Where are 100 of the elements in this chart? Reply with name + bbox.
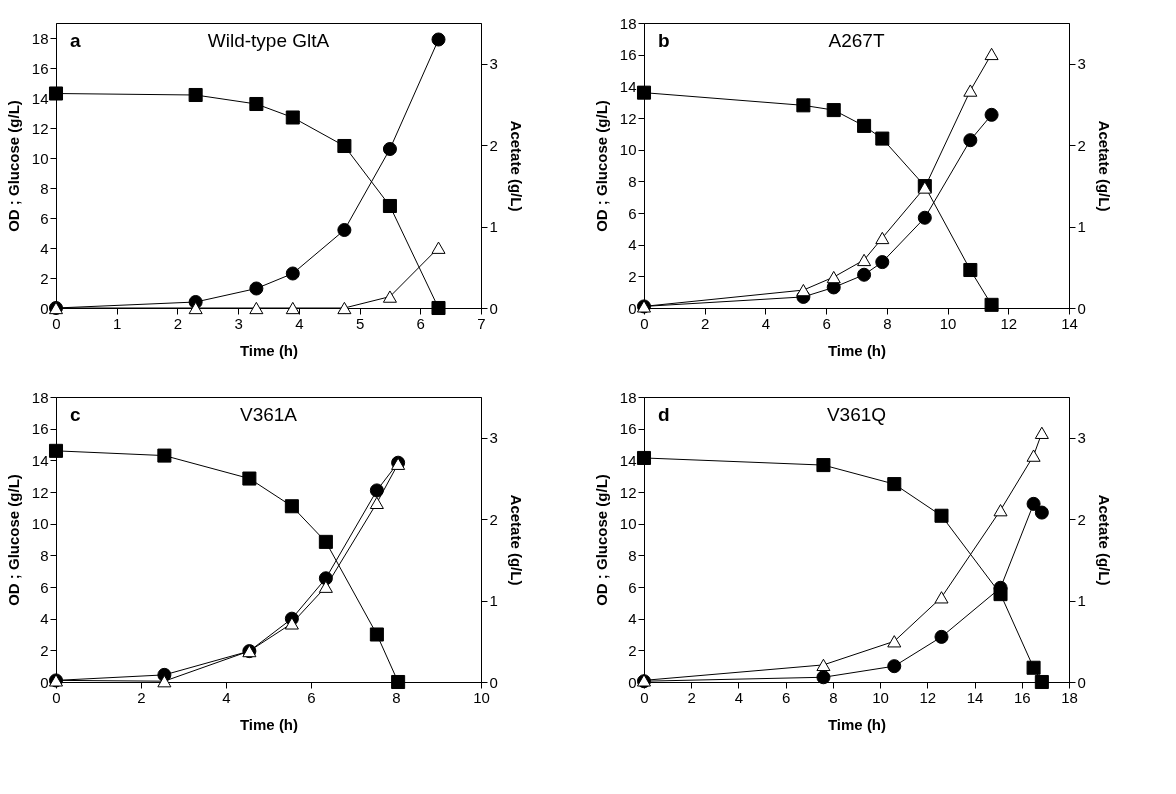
x-tick-label: 4 <box>734 688 744 706</box>
y2-axis-title: Acetate (g/L) <box>507 120 525 212</box>
x-tick-label: 6 <box>307 688 316 706</box>
y-tick-label: 2 <box>628 641 637 659</box>
y-tick-label: 16 <box>619 46 637 64</box>
y-tick-label: 8 <box>40 546 49 564</box>
y-tick-label: 8 <box>628 546 637 564</box>
y2-tick-label: 1 <box>1077 218 1086 236</box>
y-axis-title: OD ; Glucose (g/L) <box>4 474 22 606</box>
y-tick-label: 6 <box>628 204 637 222</box>
x-tick-label: 14 <box>1061 314 1078 332</box>
y2-tick-label: 0 <box>1077 299 1086 317</box>
y2-tick-label: 3 <box>489 429 498 447</box>
x-tick-label: 10 <box>872 688 889 706</box>
x-axis-title: Time (h) <box>239 341 299 359</box>
y-tick-label: 18 <box>31 29 49 47</box>
y-tick-label: 16 <box>31 59 49 77</box>
y-tick-label: 8 <box>628 172 637 190</box>
y-tick-label: 14 <box>619 451 637 469</box>
y-tick-label: 2 <box>628 267 637 285</box>
x-tick-label: 6 <box>416 314 425 332</box>
y2-tick-label: 2 <box>489 136 498 154</box>
chart-title: V361A <box>239 404 298 425</box>
x-tick-label: 3 <box>234 314 243 332</box>
y-tick-label: 0 <box>40 299 49 317</box>
y-tick-label: 2 <box>40 269 49 287</box>
x-tick-label: 6 <box>781 688 791 706</box>
y-tick-label: 12 <box>619 109 637 127</box>
x-tick-label: 0 <box>52 314 61 332</box>
y2-tick-label: 0 <box>489 299 498 317</box>
x-tick-label: 8 <box>829 688 838 706</box>
y2-tick-label: 1 <box>489 592 498 610</box>
y2-tick-label: 0 <box>1077 673 1086 691</box>
x-tick-label: 2 <box>173 314 183 332</box>
y-tick-label: 6 <box>40 578 49 596</box>
y-tick-label: 4 <box>628 236 637 254</box>
y-tick-label: 10 <box>31 515 49 533</box>
x-tick-label: 4 <box>295 314 304 332</box>
x-tick-label: 12 <box>1000 314 1018 332</box>
x-tick-label: 5 <box>355 314 365 332</box>
y-tick-label: 12 <box>31 483 49 501</box>
y-tick-label: 16 <box>619 420 637 438</box>
y-tick-label: 18 <box>31 388 49 406</box>
y2-axis-title: Acetate (g/L) <box>1095 120 1113 212</box>
x-tick-label: 1 <box>113 314 122 332</box>
x-tick-label: 0 <box>52 688 61 706</box>
x-tick-label: 6 <box>822 314 831 332</box>
annotation: d <box>658 404 670 425</box>
y2-tick-label: 3 <box>489 55 498 73</box>
x-tick-label: 8 <box>883 314 892 332</box>
x-tick-label: 10 <box>939 314 957 332</box>
y-tick-label: 0 <box>40 673 49 691</box>
y-tick-label: 10 <box>31 149 49 167</box>
y-tick-label: 10 <box>619 141 637 159</box>
x-tick-label: 14 <box>966 688 984 706</box>
y2-tick-label: 1 <box>489 218 498 236</box>
y-tick-label: 6 <box>628 578 637 596</box>
x-axis-title: Time (h) <box>827 715 887 733</box>
annotation: b <box>658 30 670 51</box>
y2-tick-label: 3 <box>1077 429 1086 447</box>
y2-tick-label: 2 <box>1077 510 1086 528</box>
x-tick-label: 16 <box>1013 688 1031 706</box>
y-axis-title: OD ; Glucose (g/L) <box>592 100 610 232</box>
y-axis-title: OD ; Glucose (g/L) <box>592 474 610 606</box>
x-tick-label: 4 <box>761 314 771 332</box>
y-tick-label: 14 <box>31 451 49 469</box>
annotation: c <box>70 404 81 425</box>
y-tick-label: 12 <box>619 483 637 501</box>
y-tick-label: 10 <box>619 515 637 533</box>
chart-title: V361Q <box>826 404 887 425</box>
y-tick-label: 14 <box>31 89 49 107</box>
x-tick-label: 2 <box>687 688 696 706</box>
y-tick-label: 8 <box>40 179 49 197</box>
x-axis-title: Time (h) <box>239 715 299 733</box>
y-tick-label: 6 <box>40 209 49 227</box>
x-tick-label: 12 <box>919 688 937 706</box>
y-tick-label: 0 <box>628 673 637 691</box>
x-tick-label: 8 <box>392 688 401 706</box>
x-tick-label: 0 <box>640 688 649 706</box>
annotation: a <box>70 30 81 51</box>
y2-axis-title: Acetate (g/L) <box>507 494 525 586</box>
y-tick-label: 12 <box>31 119 49 137</box>
y-tick-label: 4 <box>40 239 49 257</box>
chart-title: Wild-type GltA <box>207 30 330 51</box>
x-tick-label: 7 <box>477 314 486 332</box>
x-tick-label: 10 <box>473 688 490 706</box>
y-tick-label: 2 <box>40 641 49 659</box>
x-tick-label: 2 <box>701 314 710 332</box>
x-axis-title: Time (h) <box>827 341 887 359</box>
y-axis-title: OD ; Glucose (g/L) <box>4 100 22 232</box>
x-tick-label: 18 <box>1061 688 1078 706</box>
y-tick-label: 18 <box>619 388 637 406</box>
y-tick-label: 4 <box>40 610 49 628</box>
x-tick-label: 0 <box>640 314 649 332</box>
y-tick-label: 16 <box>31 420 49 438</box>
y-tick-label: 18 <box>619 14 637 32</box>
chart-title: A267T <box>828 30 885 51</box>
y-tick-label: 14 <box>619 77 637 95</box>
y2-tick-label: 1 <box>1077 592 1086 610</box>
y2-tick-label: 2 <box>1077 136 1086 154</box>
